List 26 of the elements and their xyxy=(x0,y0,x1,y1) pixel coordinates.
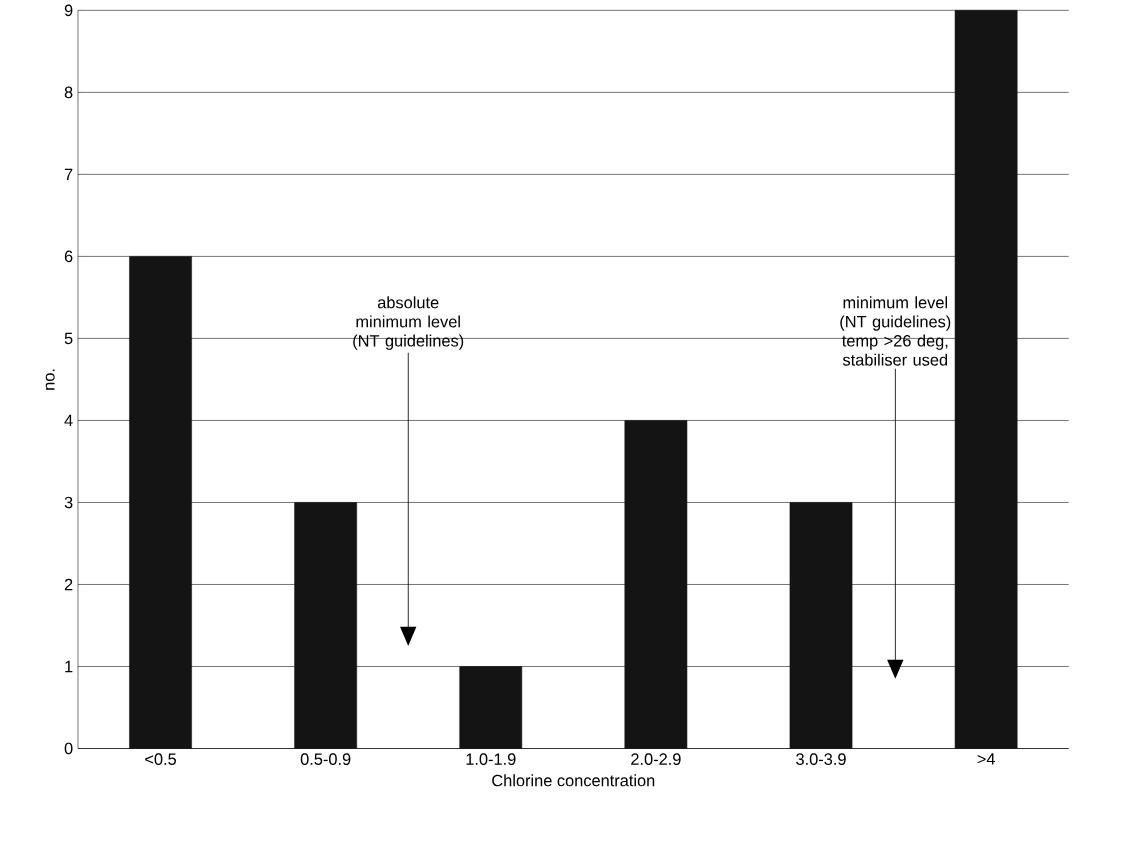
y-tick-label: 8 xyxy=(64,86,73,99)
x-tick-label: 3.0-3.9 xyxy=(796,753,846,766)
x-tick-label: <0.5 xyxy=(145,753,177,766)
annotation: minimum level (NT guidelines) temp >26 deg, stabiliser used xyxy=(840,296,951,366)
y-axis-title: no. xyxy=(45,369,55,390)
annotation: absolute minimum level (NT guidelines) xyxy=(353,296,464,350)
bar xyxy=(294,502,358,749)
x-tick-label: 1.0-1.9 xyxy=(466,753,516,766)
y-tick-label: 2 xyxy=(64,578,73,591)
bar xyxy=(129,256,192,749)
y-tick-label: 4 xyxy=(64,414,73,427)
y-tick-label: 9 xyxy=(64,4,73,17)
y-tick-label: 3 xyxy=(64,496,73,509)
x-tick-label: 2.0-2.9 xyxy=(631,753,681,766)
y-tick-label: 7 xyxy=(64,168,73,181)
bar xyxy=(954,10,1018,749)
bar xyxy=(789,502,853,749)
y-tick-label: 0 xyxy=(64,742,73,755)
x-tick-label: >4 xyxy=(977,753,995,765)
x-tick-label: 0.5-0.9 xyxy=(300,753,351,766)
y-tick-label: 6 xyxy=(64,250,73,263)
y-tick-label: 1 xyxy=(65,660,73,673)
y-tick-label: 5 xyxy=(64,332,73,345)
bar xyxy=(624,420,688,749)
bar xyxy=(459,666,523,749)
x-axis-title: Chlorine concentration xyxy=(492,774,655,787)
